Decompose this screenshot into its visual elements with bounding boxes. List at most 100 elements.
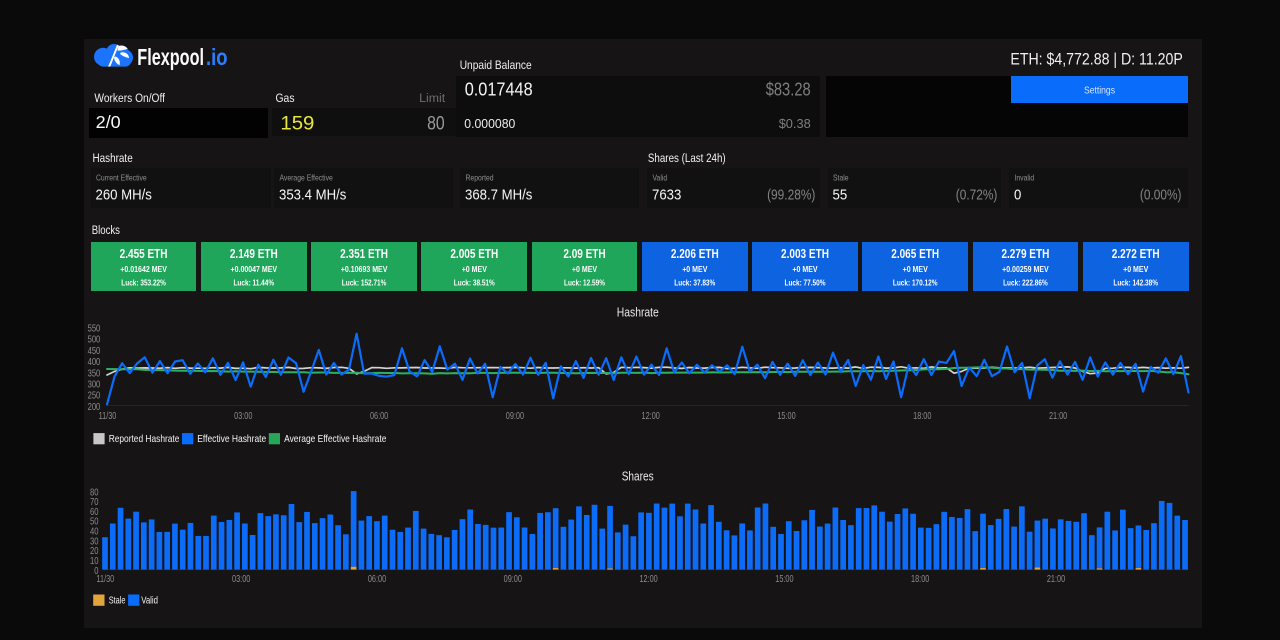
svg-text:12:00: 12:00 — [642, 411, 660, 422]
svg-text:159: 159 — [280, 112, 314, 134]
svg-text:200: 200 — [88, 402, 101, 413]
svg-text:Hashrate: Hashrate — [93, 151, 133, 165]
svg-text:2.065 ETH: 2.065 ETH — [891, 246, 939, 261]
svg-text:Valid: Valid — [653, 173, 668, 183]
svg-text:+0.00047 MEV: +0.00047 MEV — [231, 264, 278, 274]
svg-text:Average Effective: Average Effective — [280, 173, 334, 183]
svg-text:40: 40 — [90, 527, 99, 538]
svg-text:Luck: 37.83%: Luck: 37.83% — [674, 277, 715, 287]
svg-text:Reported Hashrate: Reported Hashrate — [109, 434, 180, 445]
svg-text:+0 MEV: +0 MEV — [903, 264, 928, 274]
svg-text:+0 MEV: +0 MEV — [792, 264, 817, 274]
svg-text:Unpaid Balance: Unpaid Balance — [460, 58, 532, 72]
svg-text:Luck: 12.59%: Luck: 12.59% — [564, 277, 605, 287]
svg-text:0: 0 — [94, 566, 98, 577]
svg-text:300: 300 — [88, 380, 101, 391]
svg-text:Workers On/Off: Workers On/Off — [94, 91, 165, 105]
svg-text:Average Effective Hashrate: Average Effective Hashrate — [284, 434, 386, 445]
svg-text:Luck: 222.86%: Luck: 222.86% — [1003, 277, 1048, 287]
svg-text:+0.10693 MEV: +0.10693 MEV — [341, 264, 388, 274]
svg-text:368.7 MH/s: 368.7 MH/s — [465, 187, 532, 203]
svg-text:500: 500 — [88, 335, 101, 346]
svg-text:2.09 ETH: 2.09 ETH — [563, 246, 605, 261]
svg-text:Luck: 77.50%: Luck: 77.50% — [785, 277, 826, 287]
svg-text:06:00: 06:00 — [368, 574, 386, 585]
svg-text:Valid: Valid — [141, 596, 158, 607]
svg-text:Effective Hashrate: Effective Hashrate — [197, 434, 266, 445]
svg-text:55: 55 — [833, 187, 848, 203]
svg-text:2.206 ETH: 2.206 ETH — [671, 246, 719, 261]
svg-text:2.351 ETH: 2.351 ETH — [340, 246, 388, 261]
svg-text:15:00: 15:00 — [775, 574, 793, 585]
svg-text:Flexpool: Flexpool — [137, 44, 204, 70]
svg-text:18:00: 18:00 — [911, 574, 929, 585]
svg-text:Settings: Settings — [1084, 86, 1115, 97]
svg-text:.io: .io — [206, 44, 228, 70]
svg-text:15:00: 15:00 — [777, 411, 795, 422]
svg-text:(0.72%): (0.72%) — [956, 187, 998, 203]
svg-text:18:00: 18:00 — [913, 411, 931, 422]
svg-text:Stale: Stale — [109, 596, 126, 607]
svg-text:Hashrate: Hashrate — [617, 304, 659, 319]
svg-text:20: 20 — [90, 546, 99, 557]
svg-text:70: 70 — [90, 497, 99, 508]
svg-text:450: 450 — [88, 346, 101, 357]
svg-text:0.017448: 0.017448 — [465, 79, 533, 99]
svg-text:+0.01642 MEV: +0.01642 MEV — [120, 264, 167, 274]
svg-text:Shares (Last 24h): Shares (Last 24h) — [648, 151, 726, 165]
svg-text:$0.38: $0.38 — [779, 116, 811, 131]
svg-text:Invalid: Invalid — [1015, 173, 1035, 183]
svg-text:03:00: 03:00 — [234, 411, 252, 422]
svg-text:250: 250 — [88, 391, 101, 402]
svg-text:2.003 ETH: 2.003 ETH — [781, 246, 829, 261]
svg-text:Luck: 38.51%: Luck: 38.51% — [454, 277, 495, 287]
svg-text:11/30: 11/30 — [99, 411, 117, 422]
svg-text:12:00: 12:00 — [639, 574, 657, 585]
svg-text:11/30: 11/30 — [97, 574, 115, 585]
svg-text:Current Effective: Current Effective — [96, 173, 147, 183]
svg-text:60: 60 — [90, 507, 99, 518]
svg-text:Luck: 142.38%: Luck: 142.38% — [1113, 277, 1158, 287]
svg-text:+0 MEV: +0 MEV — [572, 264, 597, 274]
svg-text:+0.00259 MEV: +0.00259 MEV — [1002, 264, 1049, 274]
svg-text:2.005 ETH: 2.005 ETH — [450, 246, 498, 261]
svg-text:ETH: $4,772.88 | D: 11.20P: ETH: $4,772.88 | D: 11.20P — [1010, 50, 1182, 68]
svg-text:06:00: 06:00 — [370, 411, 388, 422]
svg-text:353.4 MH/s: 353.4 MH/s — [279, 187, 346, 203]
svg-text:(99.28%): (99.28%) — [767, 187, 815, 203]
svg-text:80: 80 — [90, 487, 99, 498]
svg-text:0.000080: 0.000080 — [464, 116, 515, 131]
svg-text:Stale: Stale — [833, 173, 849, 183]
svg-text:Blocks: Blocks — [92, 223, 120, 237]
svg-text:(0.00%): (0.00%) — [1140, 187, 1182, 203]
svg-text:260 MH/s: 260 MH/s — [96, 187, 152, 203]
svg-text:Luck: 353.22%: Luck: 353.22% — [121, 277, 166, 287]
svg-text:50: 50 — [90, 517, 99, 528]
svg-text:+0 MEV: +0 MEV — [462, 264, 487, 274]
svg-text:Reported: Reported — [466, 173, 494, 183]
svg-text:Luck: 170.12%: Luck: 170.12% — [893, 277, 938, 287]
svg-text:350: 350 — [88, 368, 101, 379]
svg-text:$83.28: $83.28 — [766, 79, 811, 99]
svg-text:Shares: Shares — [622, 468, 654, 483]
svg-text:Luck: 152.71%: Luck: 152.71% — [342, 277, 387, 287]
svg-text:80: 80 — [427, 113, 445, 134]
svg-text:Luck: 11.44%: Luck: 11.44% — [233, 277, 274, 287]
svg-text:09:00: 09:00 — [504, 574, 522, 585]
svg-text:Gas: Gas — [276, 91, 295, 105]
svg-text:10: 10 — [90, 556, 99, 567]
svg-text:Limit: Limit — [419, 91, 446, 105]
svg-text:30: 30 — [90, 536, 99, 547]
svg-text:2/0: 2/0 — [96, 112, 121, 132]
svg-text:+0 MEV: +0 MEV — [1123, 264, 1148, 274]
svg-text:21:00: 21:00 — [1047, 574, 1065, 585]
svg-text:2.272 ETH: 2.272 ETH — [1112, 246, 1160, 261]
svg-text:21:00: 21:00 — [1049, 411, 1067, 422]
svg-text:09:00: 09:00 — [506, 411, 524, 422]
svg-text:400: 400 — [88, 357, 101, 368]
svg-text:03:00: 03:00 — [232, 574, 250, 585]
svg-text:2.279 ETH: 2.279 ETH — [1001, 246, 1049, 261]
svg-text:2.149 ETH: 2.149 ETH — [230, 246, 278, 261]
svg-text:0: 0 — [1014, 187, 1021, 203]
svg-text:+0 MEV: +0 MEV — [682, 264, 707, 274]
